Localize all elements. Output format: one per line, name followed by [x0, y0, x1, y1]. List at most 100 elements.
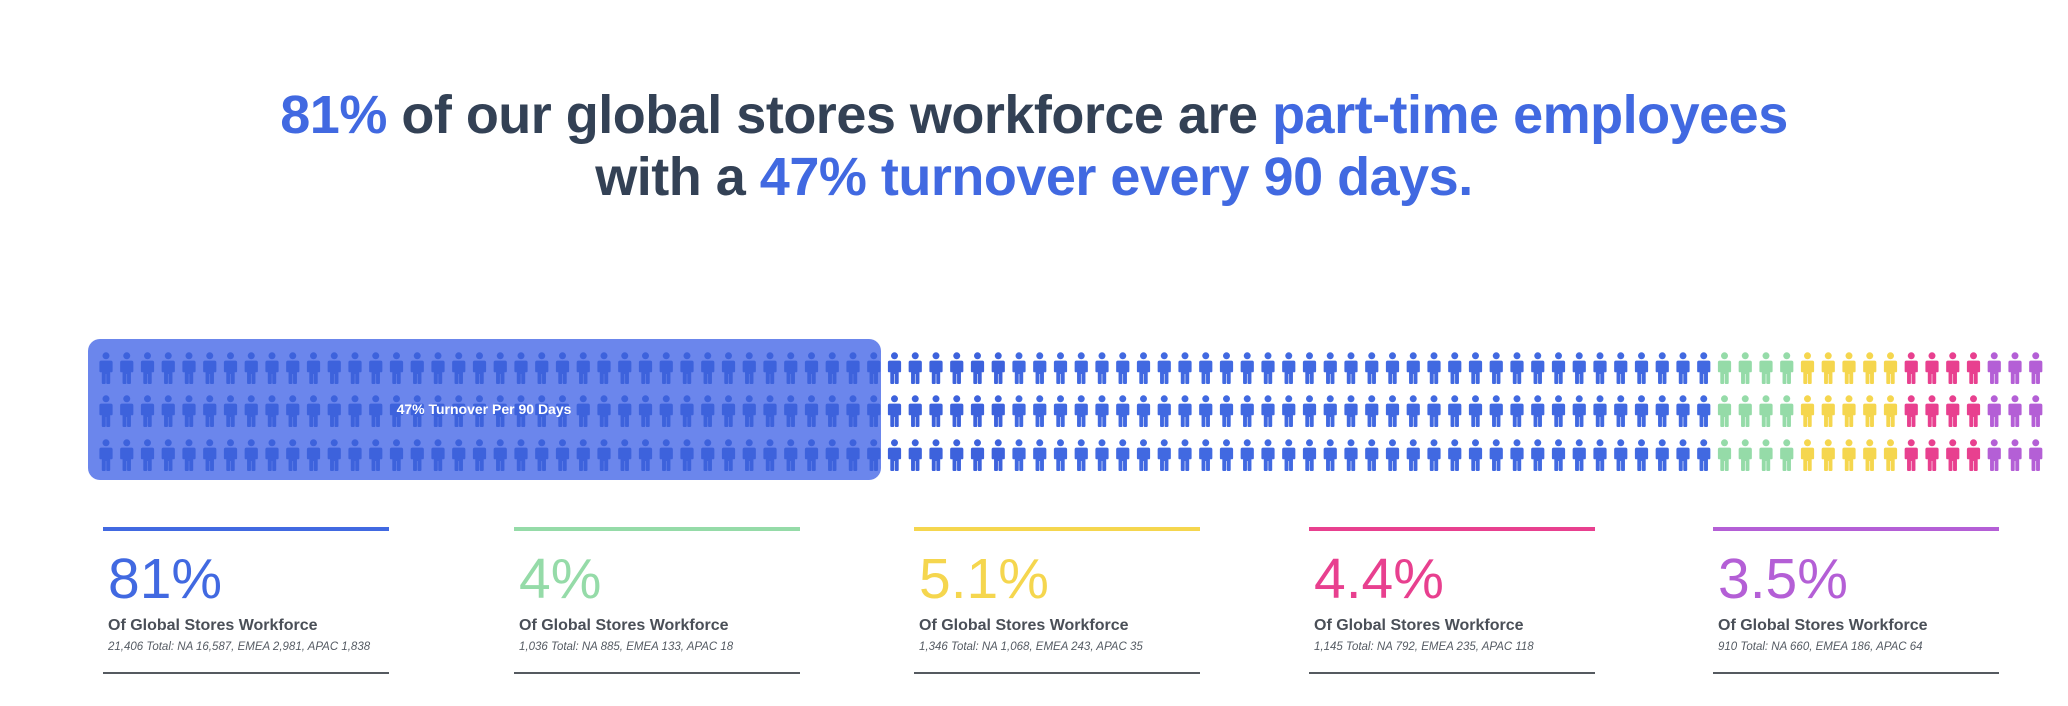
stat-color-bar — [1713, 527, 1999, 531]
person-icon — [1406, 395, 1420, 427]
person-icon — [1593, 395, 1607, 427]
person-icon — [887, 352, 902, 384]
stat-card-2: 4% Of Global Stores Workforce 1,036 Tota… — [514, 527, 800, 677]
person-icon — [1053, 395, 1068, 427]
person-icon — [1136, 395, 1151, 427]
person-icon — [1261, 439, 1275, 471]
stat-value: 81% — [108, 547, 223, 611]
headline-turnover: 47% turnover every 90 days. — [759, 147, 1473, 207]
person-icon — [1157, 439, 1171, 471]
person-icon — [1261, 352, 1275, 384]
person-icon — [1406, 439, 1420, 471]
headline-text-2: with a — [595, 147, 760, 207]
stat-label: Of Global Stores Workforce — [1718, 617, 1928, 634]
stat-detail: 1,346 Total: NA 1,068, EMEA 243, APAC 35 — [919, 641, 1143, 653]
stat-label: Of Global Stores Workforce — [919, 617, 1129, 634]
person-icon — [1531, 395, 1545, 427]
person-icon — [1365, 439, 1379, 471]
person-icon — [1116, 352, 1130, 384]
person-icon — [908, 352, 922, 384]
person-icon — [1012, 395, 1026, 427]
person-icon — [2029, 395, 2043, 427]
person-icon — [1365, 352, 1379, 384]
person-icon — [1655, 352, 1669, 384]
person-icon — [1531, 352, 1545, 384]
person-icon — [1966, 439, 1981, 471]
person-icon — [1385, 352, 1400, 384]
person-icon — [970, 395, 985, 427]
stat-card-4: 4.4% Of Global Stores Workforce 1,145 To… — [1309, 527, 1595, 677]
person-icon — [929, 395, 943, 427]
person-icon — [1074, 439, 1088, 471]
stat-value: 4.4% — [1314, 547, 1444, 611]
person-icon — [1821, 395, 1835, 427]
person-icon — [1053, 352, 1068, 384]
person-icon — [1863, 395, 1877, 427]
person-icon — [1904, 439, 1918, 471]
person-icon — [1738, 395, 1752, 427]
person-icon — [991, 395, 1005, 427]
person-icon — [1344, 439, 1358, 471]
person-icon — [1551, 352, 1566, 384]
person-icon — [1074, 352, 1088, 384]
person-icon — [1655, 395, 1669, 427]
person-icon — [1946, 352, 1960, 384]
headline-line-1: 81% of our global stores workforce are p… — [0, 84, 2068, 146]
person-icon — [1572, 352, 1586, 384]
person-icon — [1759, 395, 1773, 427]
stat-label: Of Global Stores Workforce — [519, 617, 729, 634]
person-icon — [1717, 439, 1732, 471]
person-icon — [1883, 439, 1898, 471]
person-icon — [1572, 439, 1586, 471]
person-icon — [1987, 439, 2001, 471]
person-icon — [1116, 395, 1130, 427]
person-icon — [1074, 395, 1088, 427]
person-icon — [1697, 439, 1711, 471]
person-icon — [1199, 395, 1213, 427]
person-icon — [2029, 352, 2043, 384]
person-icon — [1800, 395, 1815, 427]
person-icon — [1634, 395, 1649, 427]
person-icon — [1863, 352, 1877, 384]
person-icon — [1282, 395, 1296, 427]
person-icon — [1095, 352, 1109, 384]
person-icon — [1821, 352, 1835, 384]
person-icon — [1904, 395, 1918, 427]
person-icon — [2008, 439, 2022, 471]
stat-detail: 1,145 Total: NA 792, EMEA 235, APAC 118 — [1314, 641, 1534, 653]
headline-part-time-employees: part-time employees — [1272, 85, 1788, 145]
stat-value: 4% — [519, 547, 602, 611]
person-icon — [1966, 395, 1981, 427]
person-icon — [1219, 352, 1234, 384]
person-icon — [1614, 352, 1628, 384]
person-icon — [1676, 352, 1690, 384]
person-icon — [887, 395, 902, 427]
person-icon — [908, 439, 922, 471]
person-icon — [1987, 395, 2001, 427]
person-icon — [1489, 439, 1503, 471]
person-icon — [1240, 439, 1254, 471]
person-icon — [1697, 352, 1711, 384]
stat-detail: 21,406 Total: NA 16,587, EMEA 2,981, APA… — [108, 641, 371, 653]
person-icon — [1095, 439, 1109, 471]
person-icon — [1759, 439, 1773, 471]
stat-color-bar — [1309, 527, 1595, 531]
person-icon — [1925, 395, 1939, 427]
person-icon — [1406, 352, 1420, 384]
person-icon — [1780, 395, 1794, 427]
person-icon — [1302, 352, 1317, 384]
person-icon — [1219, 395, 1234, 427]
person-icon — [1676, 395, 1690, 427]
person-icon — [1531, 439, 1545, 471]
person-icon — [1634, 352, 1649, 384]
person-icon — [970, 439, 985, 471]
person-icon — [1033, 395, 1047, 427]
person-icon — [1427, 395, 1441, 427]
person-icon — [1551, 439, 1566, 471]
person-icon — [1240, 352, 1254, 384]
person-icon — [1842, 439, 1856, 471]
person-icon — [1883, 352, 1898, 384]
stat-card-3: 5.1% Of Global Stores Workforce 1,346 To… — [914, 527, 1200, 677]
person-icon — [1323, 439, 1337, 471]
